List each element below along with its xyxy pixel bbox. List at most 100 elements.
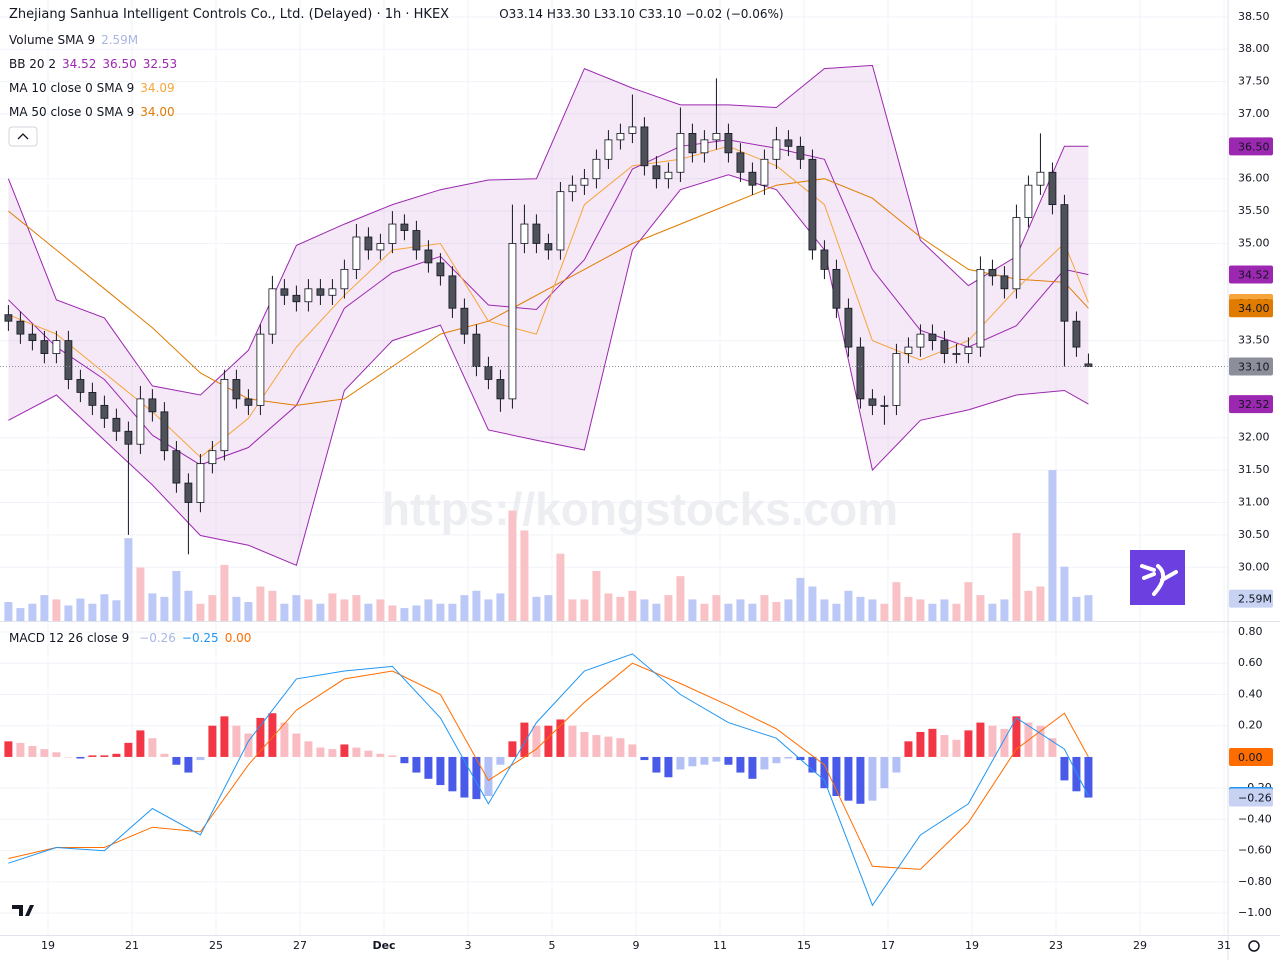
volume-bar xyxy=(100,594,109,621)
x-tick-label: 9 xyxy=(633,939,640,952)
candle-body xyxy=(796,145,805,160)
macd-histogram-bar xyxy=(1048,738,1057,757)
macd-histogram-bar xyxy=(52,752,61,757)
candle-body xyxy=(292,294,301,303)
macd-values: −0.26 −0.25 0.00 xyxy=(139,631,257,645)
candle-body xyxy=(580,178,589,186)
candle-body xyxy=(712,132,721,141)
candle-body xyxy=(256,333,265,406)
volume-bar xyxy=(964,582,973,621)
macd-histogram-bar xyxy=(268,713,277,757)
candle-body xyxy=(136,398,145,445)
volume-bar xyxy=(952,603,961,621)
legend-value: 34.00 xyxy=(140,105,175,119)
macd-histogram-bar xyxy=(208,725,217,757)
macd-histogram-bar xyxy=(1012,716,1021,757)
macd-histogram-bar xyxy=(160,753,169,757)
macd-histogram-bar xyxy=(460,756,469,798)
legend-name: MA 10 close 0 SMA 9 xyxy=(9,81,135,95)
macd-histogram-bar xyxy=(112,753,121,757)
candle-body xyxy=(220,379,229,452)
macd-histogram-bar xyxy=(28,746,37,757)
macd-histogram-bar xyxy=(292,733,301,757)
candle-body xyxy=(988,268,997,277)
candle-body xyxy=(16,320,25,335)
macd-histogram-bar xyxy=(40,749,49,757)
candle-body xyxy=(172,450,181,484)
volume-bar xyxy=(448,603,457,621)
candle-body xyxy=(76,379,85,393)
gear[interactable] xyxy=(1248,940,1260,952)
volume-bar xyxy=(304,599,313,621)
candle-body xyxy=(400,223,409,231)
volume-bar xyxy=(712,595,721,621)
volume-bar xyxy=(340,599,349,621)
candle-body xyxy=(700,139,709,154)
y-tick-label: 30.50 xyxy=(1238,528,1270,541)
candle-body xyxy=(544,243,553,251)
candle-body xyxy=(208,450,217,465)
candle-body xyxy=(976,268,985,348)
candle-body xyxy=(388,223,397,244)
candle-body xyxy=(1048,171,1057,206)
macd-line xyxy=(8,653,1089,907)
candle-body xyxy=(1060,204,1069,322)
macd-histogram-bar xyxy=(556,719,565,757)
volume-bar xyxy=(628,590,637,621)
macd-histogram-bar xyxy=(616,738,625,757)
candle-body xyxy=(28,333,37,342)
candle-body xyxy=(88,392,97,406)
macd-histogram-bar xyxy=(352,747,361,757)
macd-histogram-bar xyxy=(76,756,85,759)
macd-histogram-bar xyxy=(964,730,973,757)
macd-histogram-bar xyxy=(1036,725,1045,757)
x-tick-label: 15 xyxy=(797,939,811,952)
candle-body xyxy=(832,268,841,309)
macd-histogram-bar xyxy=(232,725,241,757)
volume-bar xyxy=(256,586,265,621)
macd-histogram-bar xyxy=(1060,756,1069,781)
volume-bar xyxy=(736,599,745,621)
volume-bar xyxy=(52,599,61,621)
volume-bar xyxy=(484,599,493,621)
volume-bar xyxy=(424,599,433,621)
macd-histogram-bar xyxy=(628,744,637,757)
volume-bar xyxy=(40,595,49,621)
macd-histogram-bar xyxy=(16,742,25,757)
collapse-button[interactable] xyxy=(8,126,38,147)
x-tick-label: 27 xyxy=(293,939,307,952)
price-badge-label: 32.52 xyxy=(1238,398,1270,411)
candle-body xyxy=(364,236,373,251)
volume-bar xyxy=(640,599,649,621)
bb-basis xyxy=(8,139,1089,466)
grid xyxy=(0,0,1228,935)
macd-histogram-bar xyxy=(508,741,517,757)
macd-histogram-bar xyxy=(340,744,349,757)
volume-bar xyxy=(328,593,337,621)
macd-histogram-bar xyxy=(220,716,229,757)
macd-histogram-bar xyxy=(940,735,949,757)
macd-histogram-bar xyxy=(664,756,673,778)
x-tick-label: 19 xyxy=(965,939,979,952)
macd-histogram-bar xyxy=(244,733,253,757)
volume-bar xyxy=(616,596,625,621)
y-tick-label: 0.60 xyxy=(1238,656,1263,669)
settings-icon[interactable] xyxy=(1248,940,1260,952)
candle-body xyxy=(772,139,781,160)
volume-bar xyxy=(4,602,13,621)
macd-histogram-bar xyxy=(136,730,145,757)
volume-bar xyxy=(808,586,817,621)
volume-bar xyxy=(556,553,565,621)
candle-body xyxy=(952,353,961,355)
volume-bar xyxy=(820,599,829,621)
volume-bar xyxy=(724,603,733,621)
volume-bar xyxy=(352,595,361,621)
macd-histogram-bar xyxy=(928,728,937,757)
macd-histogram-bar xyxy=(448,756,457,792)
macd-histogram-bar xyxy=(724,756,733,765)
logo xyxy=(1130,550,1185,605)
x-tick-label: 17 xyxy=(881,939,895,952)
y-tick-label: 31.00 xyxy=(1238,495,1270,508)
legend-value: 36.50 xyxy=(102,57,137,71)
macd-histogram-bar xyxy=(868,756,877,801)
